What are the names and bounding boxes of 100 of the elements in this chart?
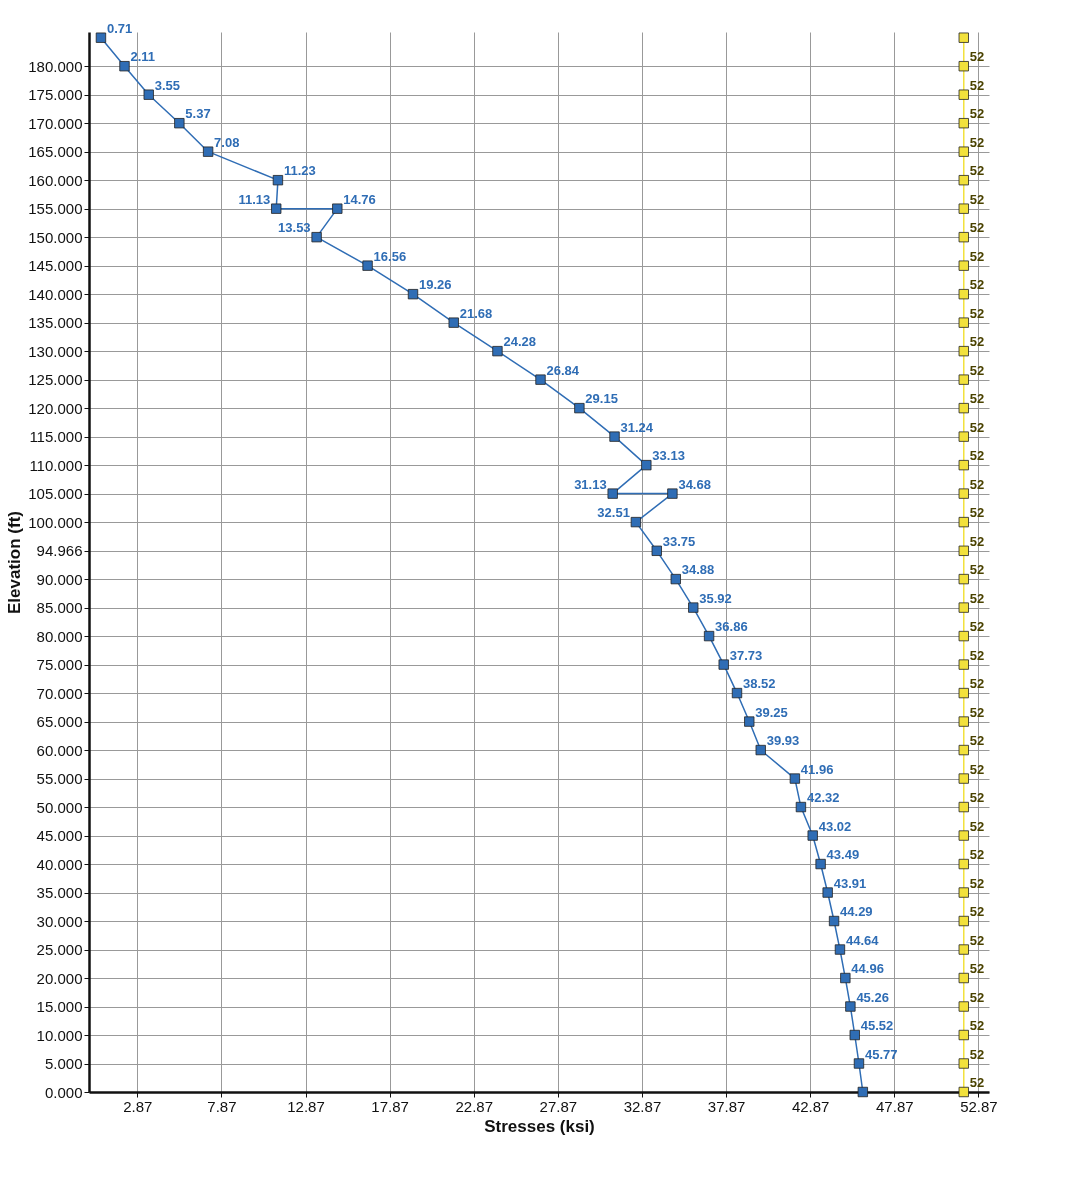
y-tick-label: 90.000 bbox=[36, 570, 83, 588]
x-tick-label: 12.87 bbox=[287, 1097, 325, 1115]
data-label: 52 bbox=[969, 220, 985, 236]
y-tick-label: 75.000 bbox=[36, 656, 83, 674]
y-tick-label: 10.000 bbox=[36, 1026, 83, 1044]
y-tick-label: 85.000 bbox=[36, 599, 83, 617]
data-label: 5.37 bbox=[185, 106, 211, 122]
data-label: 0.71 bbox=[106, 20, 133, 36]
x-tick-label: 37.87 bbox=[707, 1097, 746, 1115]
data-label: 52 bbox=[969, 391, 985, 407]
data-label: 52 bbox=[969, 163, 985, 179]
data-label: 52 bbox=[969, 847, 985, 863]
data-label: 39.25 bbox=[755, 704, 788, 720]
data-label: 52 bbox=[969, 676, 985, 692]
y-tick-label: 100.000 bbox=[28, 513, 83, 531]
data-label: 52 bbox=[969, 77, 985, 93]
data-label: 3.55 bbox=[154, 77, 181, 93]
data-label: 45.52 bbox=[860, 1018, 894, 1034]
y-tick-label: 70.000 bbox=[36, 684, 83, 702]
x-tick-label: 17.87 bbox=[371, 1097, 409, 1115]
y-tick-label: 5.000 bbox=[44, 1055, 83, 1073]
data-label: 43.49 bbox=[826, 847, 860, 863]
y-tick-label: 130.000 bbox=[28, 342, 83, 360]
y-tick-label: 45.000 bbox=[36, 827, 83, 845]
x-tick-label: 22.87 bbox=[455, 1097, 493, 1115]
data-label: 37.73 bbox=[729, 647, 763, 663]
y-tick-label: 115.000 bbox=[29, 428, 83, 446]
y-tick-label: 110.000 bbox=[29, 456, 83, 474]
data-label: 13.53 bbox=[278, 220, 311, 236]
data-label: 52 bbox=[969, 334, 985, 350]
x-tick-label: 42.87 bbox=[791, 1097, 830, 1115]
data-label: 43.91 bbox=[833, 875, 867, 891]
data-label: 52 bbox=[969, 362, 985, 378]
y-tick-label: 35.000 bbox=[36, 884, 83, 902]
data-label: 34.68 bbox=[678, 476, 711, 492]
data-label: 52 bbox=[969, 1018, 985, 1034]
data-label: 52 bbox=[969, 1075, 985, 1090]
y-axis-title: Elevation (ft) bbox=[5, 511, 25, 614]
y-tick-label: 15.000 bbox=[36, 998, 83, 1016]
y-tick-label: 25.000 bbox=[36, 941, 83, 959]
y-tick-label: 145.000 bbox=[28, 257, 83, 275]
data-label: 31.13 bbox=[574, 476, 607, 492]
y-tick-label: 20.000 bbox=[36, 969, 83, 987]
data-label: 52 bbox=[969, 533, 985, 549]
data-label: 52 bbox=[969, 961, 985, 977]
y-tick-label: 30.000 bbox=[36, 912, 83, 930]
y-tick-label: 105.000 bbox=[28, 485, 83, 503]
y-tick-label: 0.000 bbox=[44, 1083, 83, 1101]
data-label: 19.26 bbox=[419, 277, 452, 293]
data-label: 11.23 bbox=[283, 163, 316, 179]
data-label: 32.51 bbox=[597, 505, 630, 521]
data-label: 52 bbox=[969, 932, 985, 948]
data-label: 26.84 bbox=[546, 362, 580, 378]
data-label: 52 bbox=[969, 989, 985, 1005]
data-label: 52 bbox=[969, 305, 985, 321]
y-tick-label: 55.000 bbox=[36, 770, 83, 788]
y-tick-label: 60.000 bbox=[36, 741, 83, 759]
y-tick-label: 120.000 bbox=[28, 399, 83, 417]
y-tick-label: 140.000 bbox=[28, 285, 83, 303]
data-label: 39.93 bbox=[766, 733, 800, 749]
data-label: 41.96 bbox=[800, 761, 834, 777]
data-label: 45.26 bbox=[856, 989, 889, 1005]
data-label: 44.29 bbox=[840, 904, 873, 920]
data-label: 52 bbox=[969, 790, 985, 806]
data-label: 52 bbox=[969, 49, 985, 65]
data-label: 11.13 bbox=[238, 191, 271, 207]
data-label: 45.77 bbox=[864, 1046, 898, 1062]
data-label: 36.86 bbox=[715, 619, 748, 635]
y-tick-label: 65.000 bbox=[36, 713, 83, 731]
y-tick-label: 40.000 bbox=[36, 855, 83, 873]
data-label: 44.96 bbox=[851, 961, 884, 977]
data-label: 52 bbox=[969, 733, 985, 749]
data-label: 52 bbox=[969, 505, 985, 521]
data-label: 24.28 bbox=[503, 334, 536, 350]
y-tick-label: 150.000 bbox=[28, 228, 83, 246]
y-tick-label: 94.966 bbox=[36, 542, 83, 560]
x-tick-label: 47.87 bbox=[876, 1097, 914, 1115]
data-label: 52 bbox=[969, 134, 985, 150]
data-label: 52 bbox=[969, 818, 985, 834]
x-tick-label: 2.87 bbox=[123, 1097, 153, 1115]
data-label: 43.02 bbox=[818, 818, 852, 834]
data-label: 14.76 bbox=[343, 191, 376, 207]
x-axis-title: Stresses (ksi) bbox=[484, 1116, 595, 1136]
data-label: 52 bbox=[969, 248, 985, 264]
x-tick-label: 52.87 bbox=[960, 1097, 998, 1115]
data-label: 52 bbox=[969, 448, 985, 464]
data-label: 52 bbox=[969, 619, 985, 635]
x-tick-label: 7.87 bbox=[207, 1097, 237, 1115]
data-label: 52 bbox=[969, 761, 985, 777]
data-label: 52 bbox=[969, 419, 985, 435]
y-tick-label: 50.000 bbox=[36, 798, 83, 816]
y-tick-label: 175.000 bbox=[28, 86, 83, 104]
data-label: 38.52 bbox=[743, 676, 776, 692]
data-label: 7.08 bbox=[214, 134, 240, 150]
x-tick-label: 27.87 bbox=[539, 1097, 578, 1115]
data-label: 29.15 bbox=[585, 391, 618, 407]
y-tick-label: 165.000 bbox=[28, 143, 83, 161]
y-tick-label: 160.000 bbox=[28, 171, 83, 189]
data-label: 52 bbox=[969, 191, 985, 207]
y-tick-label: 180.000 bbox=[28, 57, 83, 75]
